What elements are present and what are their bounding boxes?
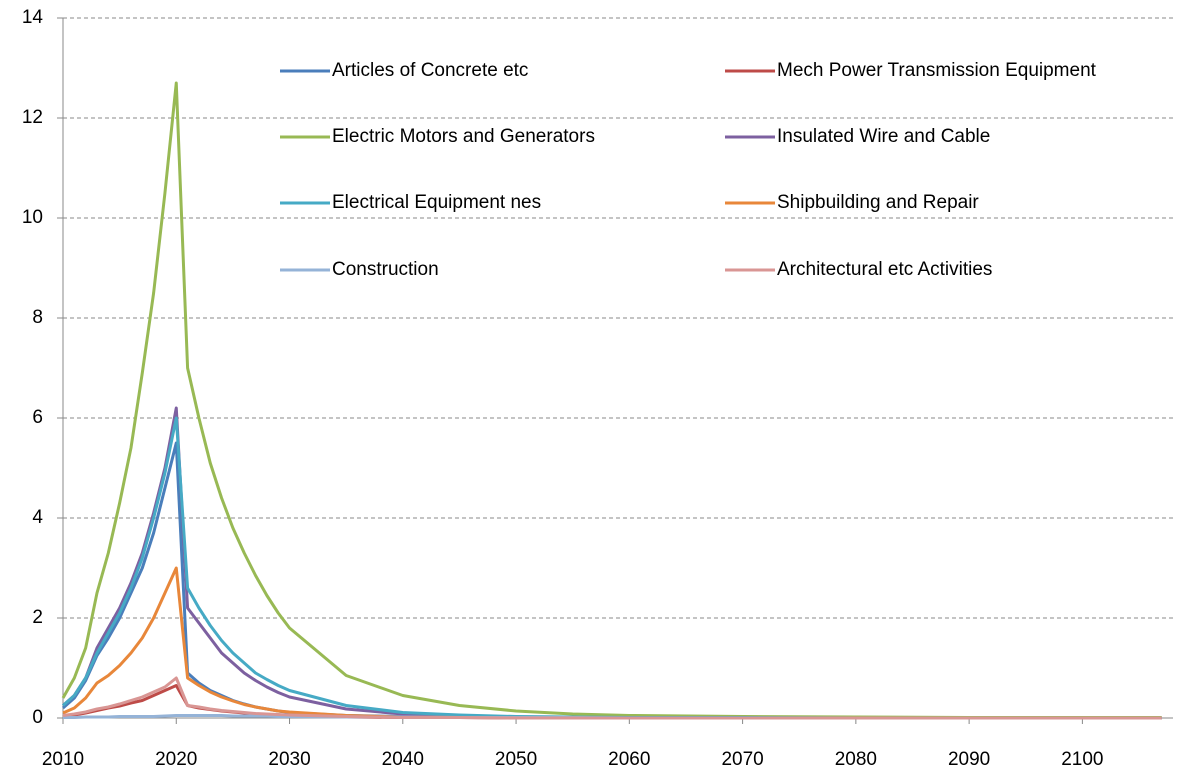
legend-label: Architectural etc Activities xyxy=(777,259,992,280)
y-tick-label: 0 xyxy=(32,707,43,728)
series-line xyxy=(61,81,1162,719)
y-tick-label: 14 xyxy=(22,7,44,28)
y-tick-label: 6 xyxy=(32,407,43,428)
x-tick-label: 2070 xyxy=(721,749,763,770)
series-line xyxy=(62,676,1162,720)
x-tick-label: 2010 xyxy=(42,749,84,770)
series-line xyxy=(62,406,1162,720)
legend-label: Insulated Wire and Cable xyxy=(777,126,990,147)
x-tick-label: 2080 xyxy=(835,749,877,770)
series-line xyxy=(62,566,1162,720)
legend-label: Construction xyxy=(332,259,439,280)
y-tick-label: 12 xyxy=(22,107,43,128)
x-tick-label: 2030 xyxy=(268,749,310,770)
legend-label: Articles of Concrete etc xyxy=(332,60,528,81)
series-line xyxy=(62,416,1162,720)
x-tick-label: 2060 xyxy=(608,749,650,770)
x-tick-label: 2100 xyxy=(1061,749,1103,770)
y-tick-label: 8 xyxy=(32,307,43,328)
legend-label: Mech Power Transmission Equipment xyxy=(777,60,1097,81)
y-tick-label: 4 xyxy=(32,507,43,528)
y-tick-label: 2 xyxy=(32,607,43,628)
x-tick-label: 2050 xyxy=(495,749,537,770)
legend-label: Shipbuilding and Repair xyxy=(777,192,979,213)
legend-label: Electrical Equipment nes xyxy=(332,192,541,213)
series-line xyxy=(62,441,1162,720)
x-tick-label: 2020 xyxy=(155,749,197,770)
legend-label: Electric Motors and Generators xyxy=(332,126,595,147)
series-line xyxy=(62,684,1162,720)
x-tick-label: 2090 xyxy=(948,749,990,770)
y-tick-label: 10 xyxy=(22,207,43,228)
x-tick-label: 2040 xyxy=(382,749,424,770)
